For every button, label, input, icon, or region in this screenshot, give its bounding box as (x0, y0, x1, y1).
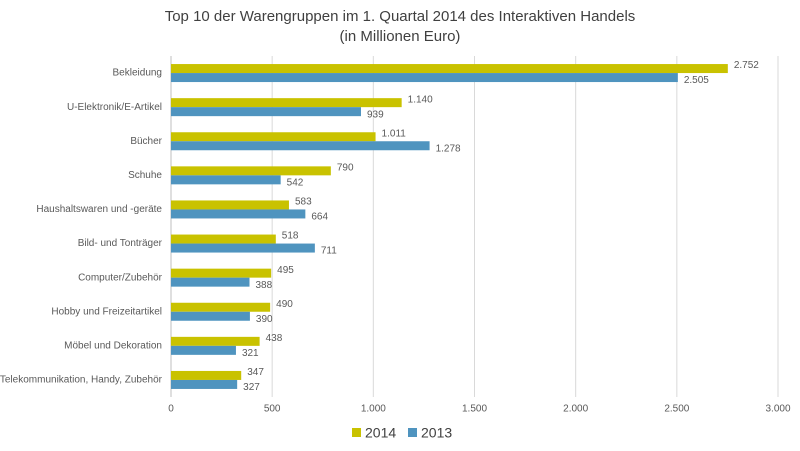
bar (171, 336, 260, 346)
legend-swatch (352, 428, 361, 437)
x-tick-label: 2.000 (563, 404, 588, 415)
bar (171, 268, 272, 278)
value-label: 490 (276, 299, 293, 310)
y-tick-label: Bild- und Tonträger (78, 238, 163, 249)
value-label: 1.278 (436, 143, 461, 154)
bar (171, 98, 402, 108)
bar (171, 234, 276, 244)
bar (171, 64, 728, 74)
y-tick-label: Möbel und Dekoration (64, 340, 162, 351)
bar (171, 243, 315, 253)
value-label: 664 (311, 212, 328, 223)
bar (171, 311, 250, 321)
value-label: 939 (367, 109, 384, 120)
value-label: 321 (242, 348, 259, 359)
value-label: 711 (321, 246, 337, 257)
y-tick-label: Telekommunikation, Handy, Zubehör (0, 375, 163, 386)
value-label: 388 (256, 280, 273, 291)
value-label: 583 (295, 197, 312, 208)
x-tick-label: 3.000 (765, 404, 790, 415)
value-label: 390 (256, 314, 273, 325)
bar (171, 302, 271, 312)
value-label: 495 (277, 265, 294, 276)
bar (171, 107, 361, 117)
bar (171, 200, 289, 210)
value-label: 1.140 (408, 94, 433, 105)
value-label: 1.011 (382, 128, 407, 139)
y-tick-label: Hobby und Freizeitartikel (51, 306, 162, 317)
x-tick-label: 1.000 (361, 404, 386, 415)
bar (171, 277, 250, 287)
bar (171, 141, 430, 151)
bar (171, 370, 242, 380)
x-tick-label: 0 (168, 404, 174, 415)
x-tick-label: 1.500 (462, 404, 487, 415)
bar (171, 379, 238, 389)
value-label: 347 (247, 367, 264, 378)
y-tick-label: Bücher (130, 136, 162, 147)
bar (171, 175, 281, 185)
value-label: 542 (287, 177, 304, 188)
value-label: 790 (337, 162, 354, 173)
bar (171, 345, 236, 355)
value-label: 327 (243, 382, 260, 393)
value-label: 518 (282, 231, 299, 242)
y-tick-label: Bekleidung (113, 68, 162, 79)
value-label: 438 (266, 333, 283, 344)
y-tick-label: U-Elektronik/E-Artikel (67, 102, 162, 113)
legend-label: 2013 (421, 425, 452, 441)
bar (171, 166, 331, 176)
legend-swatch (408, 428, 417, 437)
y-tick-label: Haushaltswaren und -geräte (36, 204, 162, 215)
bar (171, 209, 306, 219)
legend-label: 2014 (365, 425, 396, 441)
bar (171, 132, 376, 142)
value-label: 2.752 (734, 60, 759, 71)
chart-subtitle: (in Millionen Euro) (340, 28, 461, 45)
value-label: 2.505 (684, 75, 709, 86)
bar (171, 73, 678, 83)
x-tick-label: 2.500 (664, 404, 689, 415)
y-tick-label: Schuhe (128, 170, 162, 181)
chart-title: Top 10 der Warengruppen im 1. Quartal 20… (165, 8, 636, 25)
x-tick-label: 500 (264, 404, 281, 415)
y-tick-label: Computer/Zubehör (78, 272, 163, 283)
